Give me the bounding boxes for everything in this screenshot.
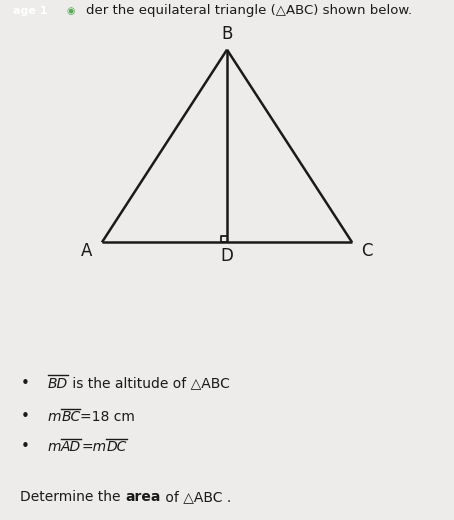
Text: area: area <box>125 490 161 504</box>
Text: ◉: ◉ <box>66 6 74 16</box>
Text: of △ABC .: of △ABC . <box>161 490 231 504</box>
Text: DC: DC <box>106 440 127 454</box>
Text: A: A <box>81 242 93 260</box>
Text: •: • <box>20 439 30 454</box>
Text: age 1: age 1 <box>14 6 48 16</box>
Text: AD: AD <box>61 440 81 454</box>
Text: m: m <box>48 410 61 424</box>
Text: B: B <box>221 25 233 44</box>
Text: BC: BC <box>61 410 80 424</box>
Text: D: D <box>221 247 233 265</box>
Text: =m: =m <box>81 440 106 454</box>
Text: m: m <box>48 440 61 454</box>
Text: BD: BD <box>48 376 68 391</box>
Text: =18 cm: =18 cm <box>80 410 135 424</box>
Text: is the altitude of △ABC: is the altitude of △ABC <box>68 376 230 391</box>
Text: Determine the: Determine the <box>20 490 125 504</box>
Text: der the equilateral triangle (△ABC) shown below.: der the equilateral triangle (△ABC) show… <box>86 5 412 17</box>
Text: C: C <box>361 242 373 260</box>
Text: •: • <box>20 409 30 424</box>
Text: •: • <box>20 376 30 391</box>
